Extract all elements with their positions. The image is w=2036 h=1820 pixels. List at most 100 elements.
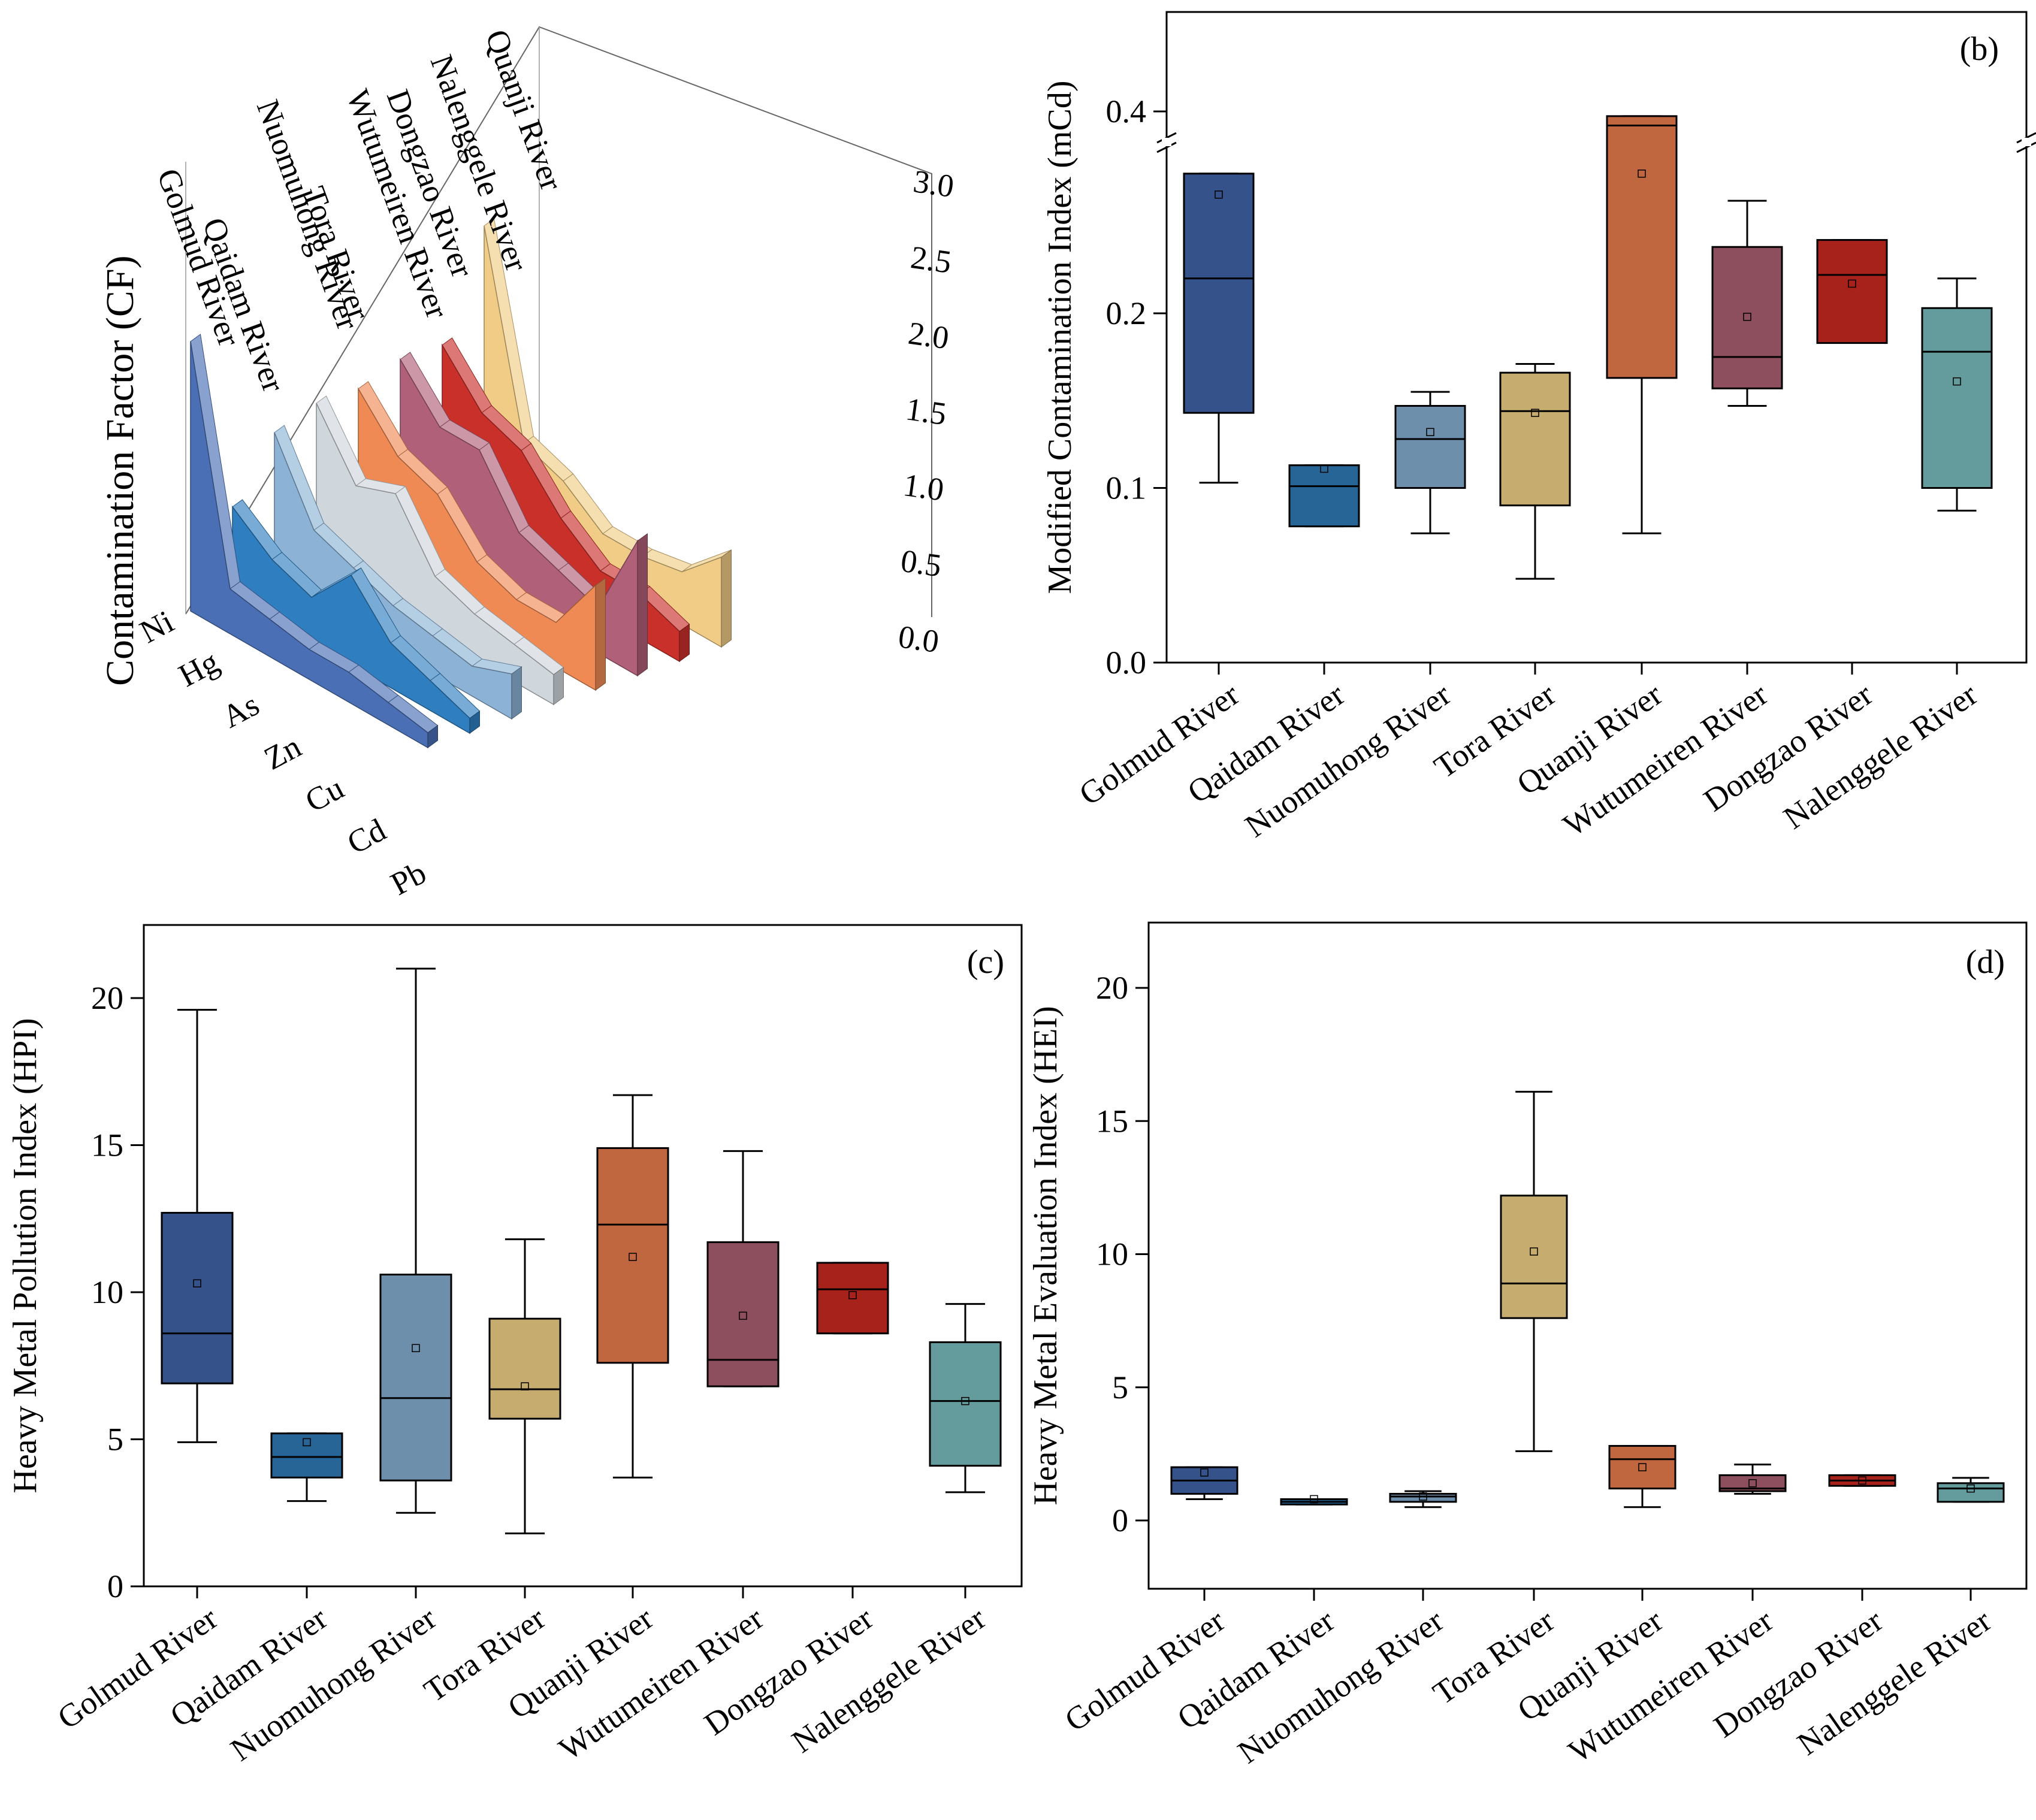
box-iqr [488, 1317, 561, 1420]
x-category-label: Nuomuhong River [224, 1600, 443, 1768]
box-edge-back [185, 26, 932, 617]
box-tora-river [1499, 363, 1571, 580]
box-qaidam-river [1288, 464, 1360, 528]
x-category-label: Wutumeiren River [552, 1600, 770, 1767]
ribbon-end-face [511, 666, 522, 719]
axis-break-mark [1156, 141, 1177, 153]
z-tick-label: 2.5 [908, 239, 953, 280]
box-qaidam-river [1280, 1495, 1348, 1505]
box-wutumeiren-river [1718, 1464, 1787, 1495]
box-quanji-river [1608, 1445, 1676, 1508]
box-mean-marker [1530, 1247, 1538, 1256]
box-iqr [1921, 307, 1993, 489]
box-mean-marker [193, 1279, 201, 1288]
box-iqr [706, 1241, 780, 1387]
box-mean-marker [1848, 279, 1856, 288]
box-iqr [1394, 404, 1466, 489]
x-category-label: Nuomuhong River [1231, 1603, 1450, 1771]
metal-label-pb: Pb [385, 854, 432, 902]
ribbon-tora-river [316, 395, 564, 706]
z-tick-label: 3.0 [911, 163, 956, 204]
panel-letter: (d) [1966, 944, 2005, 981]
box-mean-marker [1310, 1495, 1318, 1504]
y-tick-label: 20 [1096, 970, 1128, 1006]
ribbon-end-face [553, 667, 564, 705]
box-mean-marker [1200, 1468, 1209, 1477]
metal-label-zn: Zn [258, 728, 307, 777]
box-quanji-river [1606, 115, 1678, 534]
box-iqr [1608, 1445, 1676, 1490]
ribbon-dongzao-river [400, 352, 648, 677]
y-tick-label: 0.0 [1106, 645, 1147, 681]
box-mean-marker [739, 1311, 747, 1320]
box-iqr [929, 1341, 1002, 1467]
y-tick-label: 10 [91, 1274, 123, 1310]
plot-frame [1147, 921, 2028, 1590]
box-mean-marker [1638, 170, 1646, 178]
box-iqr [161, 1211, 234, 1384]
z-tick-label: 0.5 [899, 543, 944, 584]
ribbon-end-face [721, 549, 732, 648]
y-axis-label: Modified Contamination Index (mCd) [1041, 81, 1079, 594]
box-golmud-river [161, 1009, 234, 1443]
box-iqr [1711, 246, 1783, 389]
cf-3d-ribbons [190, 218, 732, 749]
box-mean-marker [629, 1253, 637, 1261]
y-axis-label: Heavy Metal Evaluation Index (HEI) [1027, 1006, 1064, 1505]
box-nalenggele-river [929, 1303, 1002, 1494]
box-nuomuhong-river [1394, 391, 1466, 534]
box-dongzao-river [1828, 1474, 1896, 1487]
box-iqr [1606, 115, 1678, 379]
box-mean-marker [303, 1438, 311, 1447]
x-category-label: Nalenggele River [1777, 676, 1984, 836]
box-dongzao-river [1816, 239, 1888, 344]
box-iqr [1816, 239, 1888, 344]
box-tora-river [1500, 1090, 1568, 1452]
box-iqr [1499, 371, 1571, 507]
box-mean-marker [1966, 1484, 1975, 1493]
box-mean-marker [1215, 191, 1223, 199]
x-category-label: Wutumeiren River [1562, 1603, 1780, 1770]
box-iqr [1288, 464, 1360, 528]
box-qaidam-river [270, 1432, 343, 1502]
y-tick-label: 0.1 [1106, 470, 1147, 506]
ribbon-end-face [427, 725, 438, 748]
x-category-label: Nalenggele River [786, 1600, 992, 1760]
cf-3d-y-label: Contamination Factor (CF) [98, 255, 142, 686]
y-tick-label: 10 [1096, 1236, 1128, 1272]
y-tick-label: 0 [1112, 1502, 1128, 1538]
panel-letter: (b) [1960, 31, 1999, 68]
box-iqr [1500, 1195, 1568, 1319]
box-tora-river [488, 1238, 561, 1535]
box-mean-marker [1858, 1476, 1866, 1485]
axis-break-mark [2016, 141, 2036, 153]
box-mean-marker [848, 1291, 857, 1299]
box-iqr [270, 1432, 343, 1479]
box-mean-marker [961, 1396, 969, 1405]
ribbon-end-face [637, 533, 648, 676]
box-mean-marker [1638, 1463, 1647, 1471]
ribbon-golmud-river [190, 334, 439, 749]
ribbon-end-face [595, 578, 606, 691]
box-golmud-river [1170, 1466, 1238, 1500]
box-nalenggele-river [1921, 277, 1993, 512]
box-mean-marker [1743, 313, 1751, 321]
box-mean-marker [1320, 464, 1328, 473]
box-wutumeiren-river [706, 1150, 780, 1387]
metal-label-as: As [216, 687, 265, 735]
axis-break-gap [2022, 138, 2031, 146]
cf-3d-z-ticks: 3.0 2.5 2.0 1.5 1.0 0.5 0.0 [896, 163, 956, 660]
z-tick-label: 2.0 [906, 315, 951, 356]
box-wutumeiren-river [1711, 199, 1783, 407]
metal-label-cd: Cd [342, 812, 392, 861]
box-mean-marker [412, 1344, 420, 1353]
ribbon-end-face [469, 711, 480, 734]
ribbon-end-face [679, 624, 690, 662]
box-mean-marker [1748, 1479, 1757, 1488]
y-tick-label: 0.2 [1106, 295, 1147, 331]
box-iqr [1389, 1493, 1457, 1503]
box-iqr [1183, 173, 1255, 414]
